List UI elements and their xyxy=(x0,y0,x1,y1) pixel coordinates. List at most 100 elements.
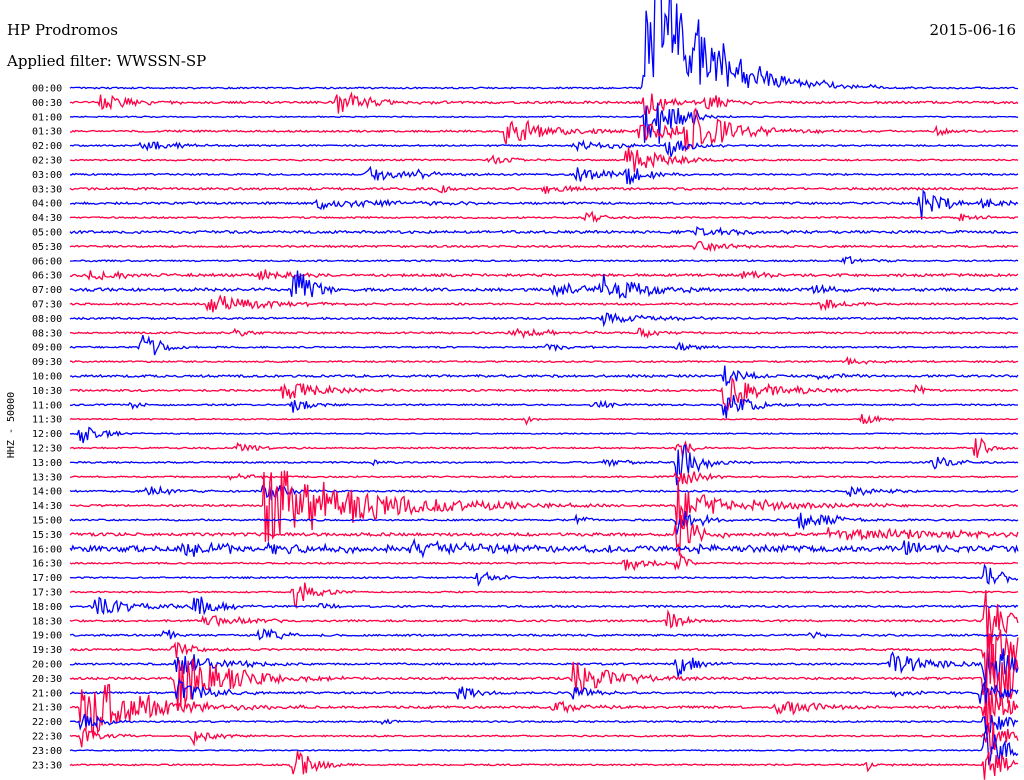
y-axis-label: HHZ - 50000 xyxy=(6,392,17,458)
trace-line xyxy=(69,270,1019,300)
time-tick-label: 14:30 xyxy=(32,501,62,512)
time-tick-label: 01:00 xyxy=(32,112,62,123)
trace-line xyxy=(69,437,1019,458)
trace-line xyxy=(69,470,1019,542)
time-tick-label: 13:00 xyxy=(32,458,62,469)
time-tick-label: 05:00 xyxy=(32,228,62,239)
time-tick-label: 20:30 xyxy=(32,674,62,685)
chart-title: HP Prodromos xyxy=(7,21,118,39)
time-tick-label: 03:30 xyxy=(32,184,62,195)
trace-line xyxy=(69,165,1019,185)
trace-line xyxy=(69,91,1019,115)
trace-line xyxy=(70,255,1019,266)
time-tick-label: 20:00 xyxy=(32,660,62,671)
trace-line xyxy=(69,484,1018,501)
chart-date: 2015-06-16 xyxy=(930,21,1016,39)
trace-line xyxy=(69,648,1019,685)
time-tick-label: 00:30 xyxy=(32,98,62,109)
time-tick-label: 07:30 xyxy=(32,300,62,311)
time-tick-label: 00:00 xyxy=(32,84,62,95)
trace-line xyxy=(69,563,1019,587)
trace-line xyxy=(69,356,1018,365)
trace-line xyxy=(69,335,1019,356)
trace-line xyxy=(69,589,1019,649)
time-tick-label: 13:30 xyxy=(32,472,62,483)
time-tick-label: 15:30 xyxy=(32,530,62,541)
trace-line xyxy=(69,596,1019,616)
trace-line xyxy=(69,269,1019,281)
time-tick-label: 16:30 xyxy=(32,559,62,570)
time-tick-label: 18:30 xyxy=(32,616,62,627)
time-tick-label: 07:00 xyxy=(32,285,62,296)
time-tick-label: 22:00 xyxy=(32,717,62,728)
trace-line xyxy=(69,394,1018,419)
time-tick-label: 23:00 xyxy=(32,746,62,757)
time-tick-label: 02:30 xyxy=(32,156,62,167)
time-tick-label: 17:00 xyxy=(32,573,62,584)
trace-line xyxy=(69,102,1019,144)
time-tick-label: 04:30 xyxy=(32,213,62,224)
time-tick-label: 17:30 xyxy=(32,588,62,599)
trace-line xyxy=(69,511,1019,535)
trace-line xyxy=(69,721,1019,755)
time-tick-label: 14:00 xyxy=(32,487,62,498)
time-tick-label: 21:30 xyxy=(32,703,62,714)
time-tick-label: 22:30 xyxy=(32,732,62,743)
trace-line xyxy=(69,210,1019,223)
time-tick-label: 02:00 xyxy=(32,141,62,152)
trace-line xyxy=(69,365,1019,386)
trace-line xyxy=(69,413,1018,426)
trace-line xyxy=(69,240,1019,253)
trace-line xyxy=(69,139,1019,157)
time-tick-label: 06:30 xyxy=(32,271,62,282)
trace-line xyxy=(69,294,1019,313)
trace-line xyxy=(69,225,1019,237)
time-tick-label: 10:30 xyxy=(32,386,62,397)
trace-line xyxy=(69,750,1019,780)
trace-line xyxy=(69,582,1019,610)
trace-line xyxy=(69,713,1019,734)
trace-line xyxy=(69,684,1019,736)
trace-line xyxy=(69,147,1019,173)
time-tick-label: 12:30 xyxy=(32,444,62,455)
time-tick-label: 12:00 xyxy=(32,429,62,440)
trace-line xyxy=(69,514,1019,556)
trace-line xyxy=(69,471,1019,485)
time-tick-label: 11:30 xyxy=(32,415,62,426)
chart-subtitle: Applied filter: WWSSN-SP xyxy=(6,52,206,70)
trace-line xyxy=(69,537,1019,559)
time-tick-label: 05:30 xyxy=(32,242,62,253)
time-tick-label: 18:00 xyxy=(32,602,62,613)
trace-line xyxy=(69,327,1019,340)
time-tick-label: 19:30 xyxy=(32,645,62,656)
time-tick-label: 19:00 xyxy=(32,631,62,642)
time-tick-label: 21:00 xyxy=(32,688,62,699)
trace-line xyxy=(69,677,1019,704)
trace-line xyxy=(69,629,1019,691)
trace-line xyxy=(69,0,1019,90)
time-tick-label: 09:30 xyxy=(32,357,62,368)
time-tick-label: 11:00 xyxy=(32,400,62,411)
time-tick-label: 15:00 xyxy=(32,516,62,527)
time-tick-label: 08:30 xyxy=(32,328,62,339)
trace-line xyxy=(69,189,1019,220)
trace-line xyxy=(69,184,1019,195)
time-tick-label: 09:00 xyxy=(32,343,62,354)
time-tick-label: 23:30 xyxy=(32,760,62,771)
seismic-traces xyxy=(69,0,1019,780)
trace-line xyxy=(69,727,1019,766)
trace-line xyxy=(69,633,1019,731)
time-tick-label: 04:00 xyxy=(32,199,62,210)
time-tick-label: 16:00 xyxy=(32,544,62,555)
trace-line xyxy=(69,426,1018,444)
trace-line xyxy=(69,628,1019,641)
time-tick-label: 01:30 xyxy=(32,127,62,138)
time-tick-label: 06:00 xyxy=(32,256,62,267)
trace-line xyxy=(69,552,1018,572)
time-tick-label: 10:00 xyxy=(32,372,62,383)
time-tick-label: 08:00 xyxy=(32,314,62,325)
time-tick-label: 03:00 xyxy=(32,170,62,181)
trace-line xyxy=(69,107,1019,152)
trace-line xyxy=(69,444,1019,486)
